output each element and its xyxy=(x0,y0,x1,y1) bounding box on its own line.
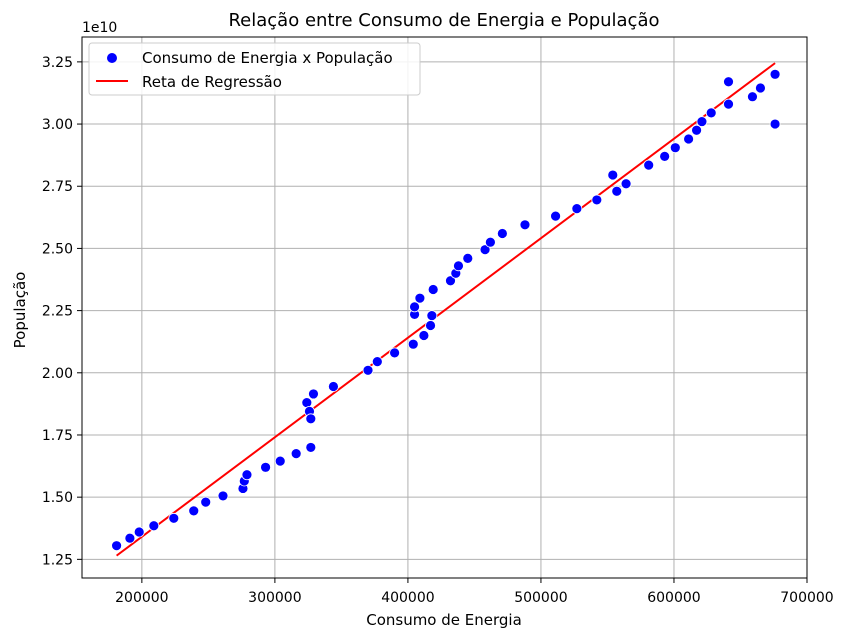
scatter-points-series xyxy=(111,68,781,552)
data-point xyxy=(723,98,734,110)
regression-line-series xyxy=(115,62,776,557)
data-point xyxy=(769,118,781,130)
regression-line xyxy=(115,62,776,557)
data-point xyxy=(362,364,374,376)
plot-area xyxy=(81,36,808,579)
data-point xyxy=(425,320,436,331)
x-axis-label: Consumo de Energia xyxy=(366,611,522,629)
chart-title: Relação entre Consumo de Energia e Popul… xyxy=(228,10,659,31)
data-point xyxy=(241,469,253,481)
y-tick-label: 1.50 xyxy=(42,490,73,506)
y-tick-label: 2.50 xyxy=(42,241,73,257)
data-point xyxy=(479,244,491,256)
data-point xyxy=(747,91,758,103)
data-point xyxy=(305,413,317,425)
data-point xyxy=(111,540,122,552)
legend: Consumo de Energia x População Reta de R… xyxy=(88,42,421,96)
legend-box xyxy=(88,42,421,96)
data-point xyxy=(389,347,401,359)
data-point xyxy=(643,159,655,171)
data-point xyxy=(591,194,603,206)
data-point xyxy=(290,448,302,460)
data-point xyxy=(274,455,286,467)
data-point xyxy=(571,203,583,215)
data-point xyxy=(407,338,419,350)
y-tick-label: 3.25 xyxy=(42,55,73,71)
data-point xyxy=(260,461,271,473)
data-point xyxy=(669,142,681,154)
y-axis-label: População xyxy=(11,272,29,349)
data-point xyxy=(133,526,145,538)
data-point xyxy=(328,381,339,392)
x-axis-ticks: 200000 300000 400000 500000 600000 700000 xyxy=(115,578,834,606)
data-point xyxy=(124,532,136,544)
data-point xyxy=(620,178,632,190)
data-point xyxy=(462,252,474,264)
y-axis-ticks: 1.25 1.50 1.75 2.00 2.25 2.50 2.75 3.00 3.25 xyxy=(42,55,82,568)
x-tick-label: 700000 xyxy=(780,590,833,606)
y-tick-label: 1.25 xyxy=(42,552,73,568)
data-point xyxy=(148,520,160,532)
data-point xyxy=(484,236,496,248)
data-point xyxy=(453,260,464,272)
data-point xyxy=(550,210,561,222)
data-point xyxy=(168,512,180,524)
legend-scatter-marker xyxy=(107,53,117,63)
x-tick-label: 300000 xyxy=(248,590,301,606)
data-point xyxy=(519,219,531,231)
legend-entry-scatter: Consumo de Energia x População xyxy=(142,49,393,67)
data-point xyxy=(723,76,734,88)
data-point xyxy=(696,116,708,127)
data-point xyxy=(691,124,702,136)
data-point xyxy=(755,82,766,94)
y-tick-label: 2.75 xyxy=(42,179,73,195)
data-point xyxy=(445,275,456,287)
data-point xyxy=(308,388,319,400)
y-tick-label: 2.25 xyxy=(42,304,73,320)
data-point xyxy=(705,107,717,119)
data-point xyxy=(607,169,619,181)
data-point xyxy=(427,284,439,295)
data-point xyxy=(188,505,200,517)
data-point xyxy=(769,68,781,80)
x-tick-label: 500000 xyxy=(514,590,567,606)
data-point xyxy=(305,442,317,453)
y-tick-label: 3.00 xyxy=(42,117,73,133)
data-point xyxy=(683,133,695,145)
data-point xyxy=(200,496,212,508)
y-tick-label: 1.75 xyxy=(42,428,73,444)
data-point xyxy=(496,228,508,239)
data-point xyxy=(409,301,420,313)
x-tick-label: 600000 xyxy=(647,590,700,606)
data-point xyxy=(611,185,623,197)
data-point xyxy=(426,310,438,321)
x-tick-label: 200000 xyxy=(115,590,168,606)
data-point xyxy=(414,292,426,304)
data-point xyxy=(217,490,229,502)
data-point xyxy=(659,150,671,162)
data-point xyxy=(371,356,383,368)
y-offset-label: 1e10 xyxy=(82,20,117,36)
y-tick-label: 2.00 xyxy=(42,366,73,382)
legend-entry-line: Reta de Regressão xyxy=(142,73,282,91)
data-point xyxy=(418,330,430,341)
x-tick-label: 400000 xyxy=(381,590,434,606)
